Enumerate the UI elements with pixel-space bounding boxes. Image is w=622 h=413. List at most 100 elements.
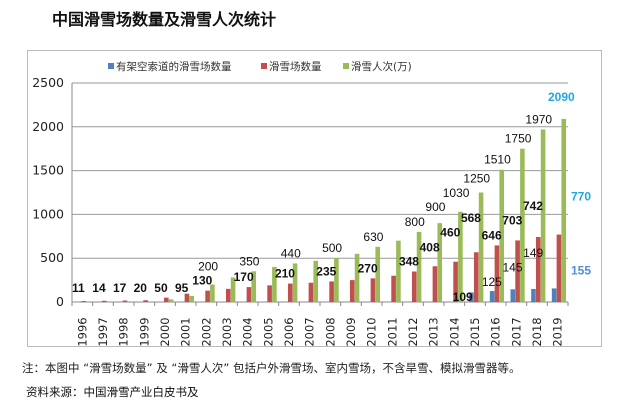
bar-visits: [478, 192, 484, 302]
data-label-resorts: 95: [175, 281, 189, 295]
bar-visits: [334, 258, 339, 302]
data-label-visits: 1970: [525, 112, 552, 126]
bar-resorts: [453, 261, 458, 302]
bar-resorts: [515, 240, 520, 302]
x-tick-label: 2004: [241, 317, 255, 346]
legend-label: 滑雪场数量: [269, 60, 322, 73]
data-label-resorts: 50: [154, 281, 168, 295]
chart-frame: [27, 50, 602, 347]
bar-resorts: [205, 290, 210, 302]
y-tick-label: 2000: [32, 119, 64, 134]
bar-lift-resorts: [551, 288, 557, 302]
bar-resorts: [370, 278, 376, 302]
bar-lift-resorts: [531, 288, 536, 302]
bar-visits: [189, 295, 195, 302]
data-label-lift-resorts: 109: [453, 290, 473, 304]
data-label-resorts: 348: [399, 255, 419, 269]
bar-visits: [540, 129, 546, 302]
x-tick-label: 2018: [530, 317, 544, 346]
data-label-resorts: 742: [523, 199, 543, 213]
data-label-resorts: 703: [502, 213, 522, 227]
data-label-resorts: 270: [358, 261, 378, 275]
x-tick-label: 2000: [158, 317, 172, 346]
legend-label: 滑雪人次(万): [351, 60, 412, 73]
y-tick-label: 500: [40, 250, 64, 265]
data-label-resorts: 170: [234, 270, 254, 284]
x-tick-label: 2017: [509, 317, 523, 346]
bar-visits: [396, 240, 401, 302]
bar-resorts: [556, 234, 562, 302]
data-label-lift-resorts: 125: [482, 275, 502, 289]
bar-lift-resorts: [469, 292, 474, 302]
bar-resorts: [246, 287, 252, 302]
data-label-resorts: 11: [72, 281, 85, 295]
data-label-visits: 1030: [443, 186, 470, 200]
bar-visits: [416, 231, 422, 302]
bar-resorts: [184, 293, 190, 302]
chart-source: 资料来源：中国滑雪产业白皮书及: [26, 385, 199, 399]
data-label-resorts: 235: [316, 264, 336, 278]
chart-title: 中国滑雪场数量及滑雪人次统计: [52, 10, 277, 29]
data-label-visits: 800: [405, 215, 425, 229]
bar-visits: [561, 118, 567, 302]
bar-resorts: [329, 281, 334, 302]
chart-note: 注：本图中 “滑雪场数量” 及 “滑雪人次” 包括户外滑雪场、室内雪场，不含旱雪…: [22, 361, 521, 375]
data-label-visits: 440: [281, 246, 301, 260]
x-tick-label: 1997: [96, 317, 110, 346]
bar-resorts: [287, 283, 293, 302]
data-label-visits: 630: [363, 230, 383, 244]
bar-resorts: [122, 300, 128, 302]
data-label-visits: 1750: [505, 132, 532, 146]
x-tick-label: 2002: [199, 317, 213, 346]
bar-resorts: [163, 297, 169, 302]
bar-visits: [520, 148, 525, 302]
x-tick-label: 2010: [365, 317, 379, 346]
bar-visits: [168, 299, 174, 302]
bar-visits: [458, 211, 463, 302]
legend-swatch: [261, 63, 267, 69]
y-tick-label: 0: [56, 294, 64, 309]
bar-resorts: [267, 285, 272, 302]
x-tick-label: 1998: [117, 317, 131, 346]
bar-visits: [499, 169, 505, 302]
bar-visits: [230, 277, 236, 302]
x-tick-label: 2012: [406, 317, 420, 346]
y-tick-label: 1000: [32, 206, 64, 221]
data-label-resorts: 130: [192, 274, 212, 288]
y-tick-label: 1500: [32, 163, 64, 178]
bar-visits: [437, 223, 443, 302]
bar-resorts: [535, 237, 541, 302]
data-label-resorts: 210: [275, 267, 295, 281]
x-tick-label: 2003: [220, 317, 234, 346]
bar-lift-resorts: [489, 291, 495, 302]
x-tick-label: 2013: [427, 317, 441, 346]
x-tick-label: 2011: [385, 317, 399, 346]
x-tick-label: 2007: [303, 317, 317, 346]
data-label-visits: 1250: [463, 172, 490, 186]
bar-resorts: [225, 288, 231, 302]
bar-visits: [251, 271, 257, 302]
bar-resorts: [411, 271, 417, 302]
data-label-resorts: 770: [571, 190, 591, 204]
x-tick-label: 2006: [282, 317, 296, 346]
bar-visits: [292, 263, 298, 302]
data-label-resorts: 17: [113, 281, 127, 295]
bar-resorts: [494, 245, 500, 302]
bar-resorts: [349, 280, 355, 302]
bar-resorts: [143, 300, 148, 302]
x-tick-label: 2019: [551, 317, 565, 346]
x-tick-label: 1999: [137, 317, 151, 346]
data-label-lift-resorts: 155: [571, 263, 591, 277]
bar-resorts: [432, 266, 438, 302]
bar-resorts: [473, 252, 479, 302]
bar-visits: [210, 284, 215, 302]
x-tick-label: 2001: [179, 317, 193, 346]
data-label-resorts: 646: [482, 228, 502, 242]
legend-label: 有架空索道的滑雪场数量: [116, 60, 232, 73]
data-label-visits: 200: [198, 259, 218, 273]
data-label-visits: 350: [239, 254, 259, 268]
bar-visits: [375, 246, 381, 302]
data-label-visits: 900: [425, 200, 445, 214]
data-label-resorts: 460: [440, 226, 460, 240]
